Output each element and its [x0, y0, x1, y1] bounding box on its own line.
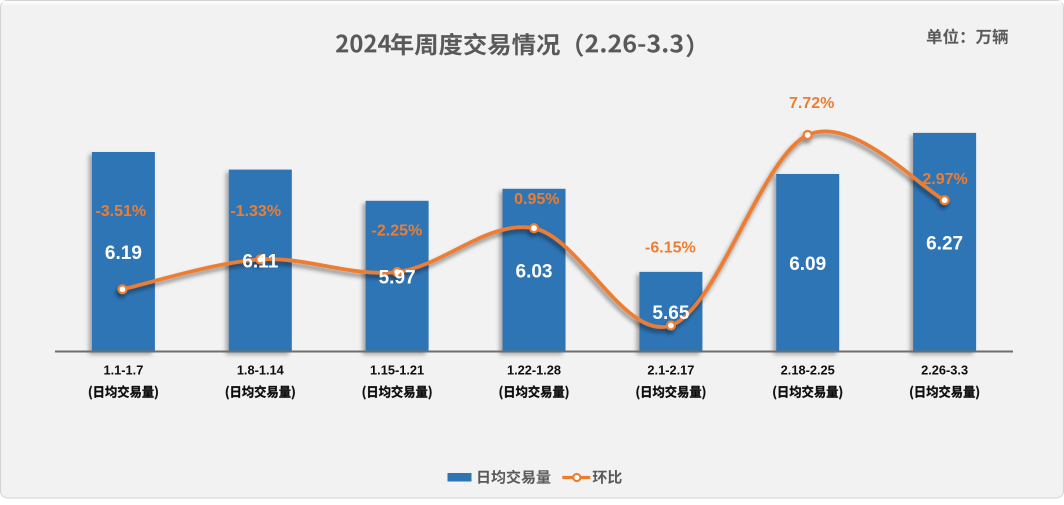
svg-text:5.65: 5.65	[652, 303, 689, 324]
svg-text:6.19: 6.19	[105, 243, 142, 264]
svg-text:6.11: 6.11	[242, 252, 278, 273]
svg-text:2.26-3.3: 2.26-3.3	[921, 363, 968, 378]
svg-text:2.18-2.25: 2.18-2.25	[781, 363, 835, 378]
svg-text:1.1-1.7: 1.1-1.7	[103, 363, 143, 378]
svg-text:1.22-1.28: 1.22-1.28	[507, 363, 561, 378]
svg-text:-1.33%: -1.33%	[230, 203, 281, 220]
svg-text:1.8-1.14: 1.8-1.14	[237, 363, 285, 378]
svg-text:2.1-2.17: 2.1-2.17	[647, 363, 694, 378]
svg-text:0.95%: 0.95%	[514, 191, 559, 208]
svg-text:-3.51%: -3.51%	[95, 203, 146, 220]
svg-text:6.27: 6.27	[926, 233, 963, 254]
svg-text:-2.25%: -2.25%	[372, 222, 423, 239]
svg-text:7.72%: 7.72%	[789, 95, 834, 112]
svg-text:-6.15%: -6.15%	[645, 239, 696, 256]
svg-text:6.03: 6.03	[516, 261, 553, 282]
svg-text:5.97: 5.97	[379, 267, 416, 288]
svg-text:6.09: 6.09	[789, 254, 826, 275]
svg-text:2.97%: 2.97%	[922, 171, 967, 188]
svg-text:1.15-1.21: 1.15-1.21	[370, 363, 424, 378]
